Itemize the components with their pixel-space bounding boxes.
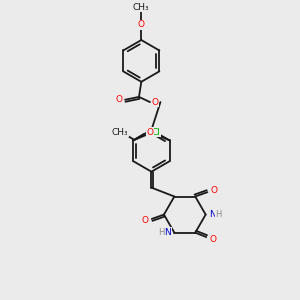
Text: O: O [116, 95, 123, 104]
Text: CH₃: CH₃ [111, 128, 128, 137]
Text: O: O [142, 217, 148, 226]
Text: Cl: Cl [152, 128, 160, 137]
Text: CH₃: CH₃ [133, 3, 150, 12]
Text: O: O [138, 20, 145, 29]
Text: O: O [211, 186, 218, 195]
Text: H: H [158, 228, 165, 237]
Text: O: O [209, 235, 216, 244]
Text: N: N [165, 228, 171, 237]
Text: O: O [146, 128, 153, 137]
Text: N: N [209, 210, 215, 219]
Text: H: H [215, 210, 222, 219]
Text: O: O [152, 98, 159, 106]
